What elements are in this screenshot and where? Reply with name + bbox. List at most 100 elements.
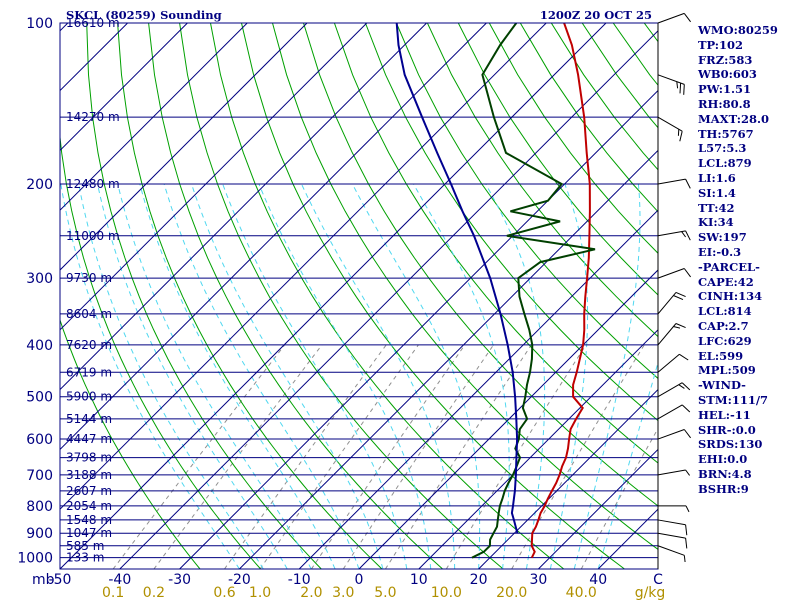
- mixing-ratio-label: 1.0: [249, 585, 271, 600]
- pressure-label: 900: [26, 526, 53, 542]
- wind-barb-flag: [675, 323, 686, 329]
- sounding-index: CAP:2.7: [698, 318, 749, 333]
- wind-barbs: [657, 12, 691, 569]
- dry-adiabat-line: [426, 23, 658, 338]
- chart-time: 1200Z 20 OCT 25: [540, 8, 652, 22]
- sounding-index: EHI:0.0: [698, 452, 748, 467]
- sounding-index: SI:1.4: [698, 185, 736, 200]
- temperature-tick-label: 40: [589, 572, 607, 588]
- sounding-index: BSHR:9: [698, 481, 749, 496]
- mixing-ratio-label: 0.2: [143, 585, 165, 600]
- sounding-index: PW:1.51: [698, 82, 752, 97]
- sounding-index: BRN:4.8: [698, 466, 752, 481]
- mixing-ratio-label: 2.0: [300, 585, 322, 600]
- mixing-ratio-line: [580, 427, 658, 569]
- wind-barb-flag: [681, 382, 691, 391]
- sounding-index: WB0:603: [698, 67, 757, 82]
- mixing-ratio-line: [112, 344, 286, 569]
- sounding-index: LCL:879: [698, 156, 752, 171]
- sounding-index: -PARCEL-: [698, 259, 760, 274]
- sounding-index: SRDS:130: [698, 437, 763, 452]
- moist-adiabat-line: [222, 183, 408, 569]
- mixing-ratio-line: [153, 344, 323, 569]
- mixing-ratio-line: [310, 344, 466, 569]
- moist-adiabat-line: [163, 183, 360, 569]
- isotherm-line: [60, 23, 607, 569]
- isotherm-line: [60, 23, 308, 271]
- sounding-index: HEL:-11: [698, 407, 751, 422]
- isotherm-line: [418, 329, 658, 569]
- isotherm-line: [60, 23, 487, 451]
- wind-barb-shaft: [657, 178, 686, 185]
- dry-adiabat-line: [210, 23, 565, 569]
- height-label: 6719 m: [66, 365, 112, 379]
- isotherm-line: [358, 269, 658, 569]
- sounding-index: -WIND-: [698, 378, 746, 393]
- mixing-ratio-label: 40.0: [566, 585, 597, 600]
- dry-adiabat-line: [488, 23, 658, 254]
- wind-barb-shaft: [657, 545, 685, 556]
- wind-barb-flag: [685, 538, 688, 549]
- sounding-index: CINH:134: [698, 289, 763, 304]
- isotherm-line: [119, 30, 658, 569]
- dry-adiabat-line: [364, 23, 658, 422]
- pressure-unit-label: mb: [32, 572, 55, 588]
- moist-adiabat-line: [191, 183, 384, 569]
- temperature-tick-label: 20: [470, 572, 488, 588]
- mixing-ratio-line: [511, 344, 645, 569]
- parcel-trace: [395, 23, 519, 534]
- mixing-ratio-label: 20.0: [496, 585, 527, 600]
- height-label: 3798 m: [66, 451, 112, 465]
- isotherm-line: [538, 448, 658, 569]
- wind-barb-flag: [679, 353, 689, 361]
- pressure-label: 700: [26, 468, 53, 484]
- wind-barb-shaft: [657, 382, 683, 398]
- height-label: 1548 m: [66, 513, 112, 527]
- temperature-tick-label: -50: [49, 572, 72, 588]
- wind-barb-shaft: [657, 519, 686, 526]
- isotherm-line: [239, 149, 658, 569]
- wind-barb-flag: [685, 230, 691, 241]
- isotherm-line: [60, 23, 69, 32]
- mixing-ratio-label: 5.0: [374, 585, 396, 600]
- pressure-label: 300: [26, 271, 53, 287]
- wind-barb-shaft: [657, 469, 686, 476]
- mixing-ratio-line: [342, 344, 494, 569]
- wind-barb-flag: [679, 82, 682, 94]
- pressure-label: 500: [26, 390, 53, 406]
- wind-barb-shaft: [657, 74, 685, 85]
- dry-adiabat-line: [272, 23, 658, 551]
- wind-barb-flag: [676, 81, 679, 89]
- sounding-index: MPL:509: [698, 363, 756, 378]
- pressure-label: 800: [26, 499, 53, 515]
- pressure-label: 1000: [17, 551, 53, 567]
- moist-adiabat-line: [549, 183, 589, 569]
- height-label: 3188 m: [66, 468, 112, 482]
- mixing-ratio-label: 3.0: [332, 585, 354, 600]
- sounding-index: WMO:80259: [698, 23, 778, 37]
- moist-adiabat-line: [597, 360, 658, 569]
- wind-barb-flag: [673, 295, 684, 301]
- sounding-index: LFC:629: [698, 333, 752, 348]
- height-label: 9730 m: [66, 271, 112, 285]
- moist-adiabat-line: [97, 183, 288, 569]
- pressure-label: 400: [26, 338, 53, 354]
- wind-barb-flag: [683, 13, 691, 23]
- height-label: 7620 m: [66, 338, 112, 352]
- wind-barb-flag: [681, 404, 691, 413]
- wind-barb-flag: [683, 429, 691, 439]
- moist-adiabat-line: [413, 183, 510, 569]
- plot-frame: [59, 22, 659, 570]
- height-label: 16610 m: [66, 16, 120, 30]
- temperature-tick-label: -40: [108, 572, 131, 588]
- sounding-index: TH:5767: [698, 126, 754, 141]
- wind-barb-shaft: [657, 230, 686, 237]
- height-label: 5144 m: [66, 412, 112, 426]
- moist-adiabat-line: [351, 183, 481, 569]
- mixing-ratio-unit-label: g/kg: [635, 585, 666, 600]
- wind-barb-flag: [678, 384, 685, 389]
- wind-barb-flag: [685, 178, 691, 189]
- height-label: 2054 m: [66, 499, 112, 513]
